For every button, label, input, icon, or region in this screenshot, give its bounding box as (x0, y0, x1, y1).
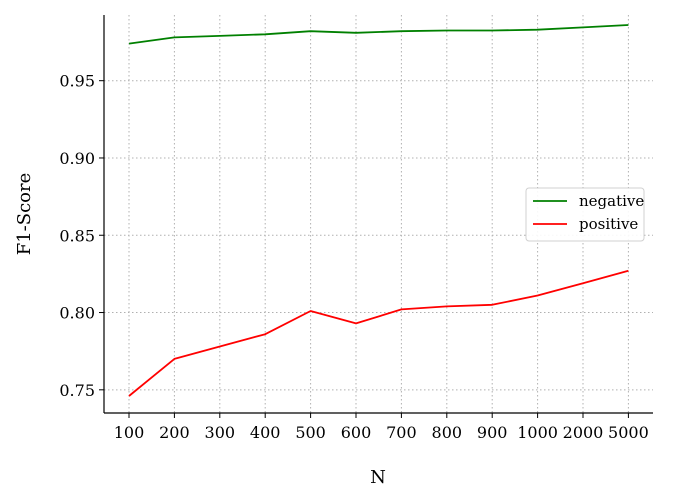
x-tick-label: 300 (205, 423, 236, 442)
axes (103, 15, 653, 414)
x-tick-label: 500 (295, 423, 326, 442)
y-tick-label: 0.85 (59, 226, 95, 245)
series-line-positive (128, 269, 629, 397)
y-ticks: 0.75 0.80 0.85 0.90 0.95 (59, 72, 104, 400)
x-tick-label: 700 (386, 423, 417, 442)
x-tick-label: 800 (432, 423, 463, 442)
x-ticks: 100 200 300 400 500 600 700 800 900 1000 2000 5000 (114, 413, 649, 442)
y-tick-label: 0.75 (59, 381, 95, 400)
series-line-negative (128, 24, 629, 45)
y-tick-label: 0.80 (59, 304, 95, 323)
legend-label-negative: negative (579, 192, 644, 210)
x-tick-label: 600 (341, 423, 372, 442)
y-tick-label: 0.90 (59, 149, 95, 168)
y-axis-label: F1-Score (14, 173, 35, 256)
x-tick-label: 100 (114, 423, 145, 442)
legend-label-positive: positive (579, 215, 638, 233)
x-tick-label: 400 (250, 423, 281, 442)
legend: negative positive (525, 187, 645, 242)
x-tick-label: 5000 (608, 423, 649, 442)
x-tick-label: 900 (477, 423, 508, 442)
x-axis-label: N (370, 467, 386, 488)
series-lines (128, 24, 629, 397)
y-tick-label: 0.95 (59, 72, 95, 91)
x-tick-label: 200 (159, 423, 190, 442)
x-tick-label: 2000 (563, 423, 604, 442)
x-tick-label: 1000 (517, 423, 558, 442)
